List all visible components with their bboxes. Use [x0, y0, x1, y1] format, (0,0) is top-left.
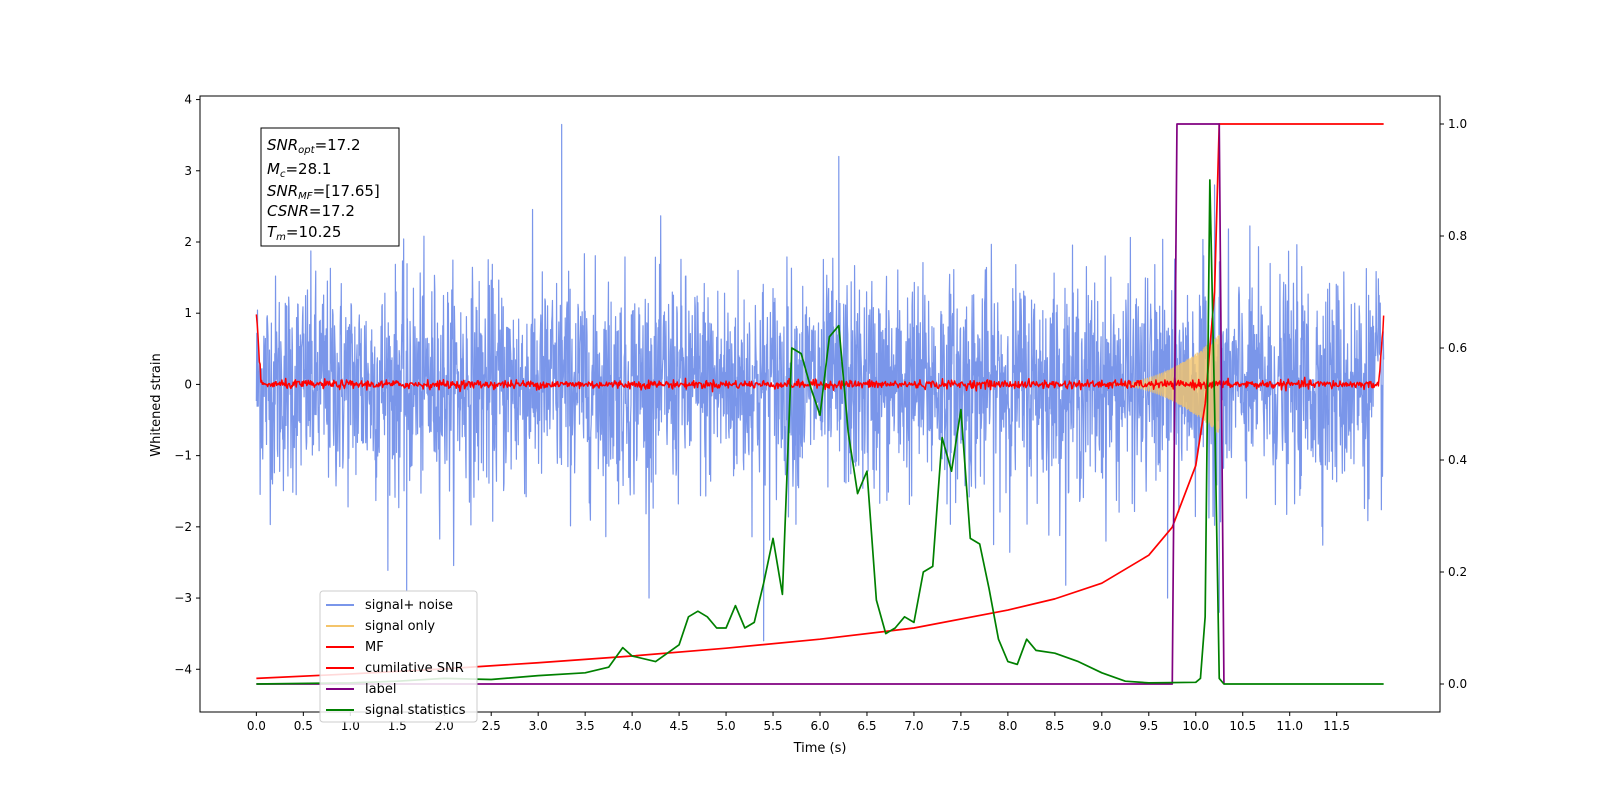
x-tick-label: 9.0	[1092, 719, 1111, 733]
y-axis-left: 4 3 2 1 0 −1 −2 −3 −4	[174, 93, 200, 676]
x-tick-label: 8.5	[1045, 719, 1064, 733]
x-tick-label: 11.0	[1276, 719, 1303, 733]
x-tick-label: 3.0	[529, 719, 548, 733]
y2-tick-label: 1.0	[1448, 117, 1467, 131]
x-tick-label: 6.0	[810, 719, 829, 733]
legend-entry-label: label	[365, 682, 396, 697]
y-axis-label: Whitened strain	[149, 353, 164, 456]
series-label	[256, 123, 1225, 685]
x-tick-label: 10.0	[1182, 719, 1209, 733]
legend-entry-mf: MF	[365, 640, 384, 655]
x-tick-label: 3.5	[576, 719, 595, 733]
y-tick-label: −3	[174, 591, 192, 605]
x-tick-label: 0.5	[294, 719, 313, 733]
annotation-merger-time: Tm=10.25	[267, 223, 341, 243]
legend-frame	[319, 590, 478, 723]
plot-area	[255, 123, 1385, 685]
legend-entry-cumilative-snr: cumilative SNR	[365, 661, 464, 676]
x-tick-label: 5.5	[763, 719, 782, 733]
annotation-snr-opt: SNRopt=17.2	[267, 136, 361, 156]
y-tick-label: 0	[184, 377, 192, 391]
x-tick-label: 4.5	[670, 719, 689, 733]
x-tick-label: 7.0	[904, 719, 923, 733]
annotation-csnr: CSNR=17.2	[267, 202, 355, 220]
legend: signal+ noise signal only MF cumilative SNR…	[319, 590, 478, 723]
y-tick-label: −4	[174, 662, 192, 676]
series-mf	[255, 314, 1385, 393]
x-tick-label: 6.5	[857, 719, 876, 733]
y-tick-label: −1	[174, 449, 192, 463]
legend-entry-signal-statistics: signal statistics	[365, 703, 466, 718]
x-axis-label: Time (s)	[793, 741, 847, 756]
series-signal-noise	[255, 123, 1385, 642]
x-tick-label: 10.5	[1229, 719, 1256, 733]
y2-tick-label: 0.4	[1448, 453, 1467, 467]
x-tick-label: 7.5	[951, 719, 970, 733]
annotation-snr-mf: SNRMF=[17.65]	[267, 182, 380, 202]
x-tick-label: 0.0	[247, 719, 266, 733]
x-tick-label: 5.0	[717, 719, 736, 733]
legend-entry-signal-noise: signal+ noise	[365, 598, 453, 613]
y2-tick-label: 0.6	[1448, 341, 1467, 355]
x-tick-label: 4.0	[623, 719, 642, 733]
y-tick-label: 4	[184, 93, 192, 107]
legend-entry-signal-only: signal only	[365, 619, 435, 634]
y2-tick-label: 0.0	[1448, 677, 1467, 691]
x-tick-label: 11.5	[1323, 719, 1350, 733]
series-signal-statistics	[256, 179, 1384, 685]
y-tick-label: 1	[184, 306, 192, 320]
y-tick-label: −2	[174, 520, 192, 534]
annotation-box: SNRopt=17.2 Mc=28.1 SNRMF=[17.65] CSNR=1…	[260, 127, 400, 247]
x-tick-label: 8.0	[998, 719, 1017, 733]
x-tick-label: 2.5	[482, 719, 501, 733]
y-axis-right: 1.0 0.8 0.6 0.4 0.2 0.0	[1440, 117, 1467, 691]
y-tick-label: 2	[184, 235, 192, 249]
y2-tick-label: 0.8	[1448, 229, 1467, 243]
y-tick-label: 3	[184, 164, 192, 178]
series-cumilative-snr	[256, 123, 1384, 680]
annotation-chirp-mass: Mc=28.1	[267, 160, 331, 180]
x-tick-label: 9.5	[1139, 719, 1158, 733]
y2-tick-label: 0.2	[1448, 565, 1467, 579]
